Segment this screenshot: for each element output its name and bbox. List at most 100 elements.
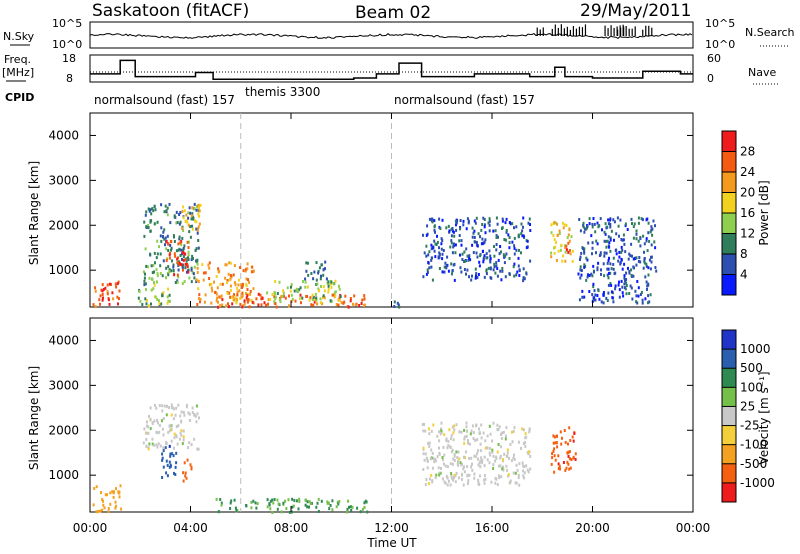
- velocity-cell: [195, 420, 198, 424]
- power-cell: [195, 208, 198, 212]
- power-cell: [423, 251, 426, 255]
- power-cell: [602, 293, 605, 296]
- velocity-cell: [107, 507, 110, 510]
- velocity-cell: [484, 477, 487, 481]
- velocity-cell: [425, 478, 428, 481]
- velocity-cell: [497, 474, 500, 478]
- power-cell: [165, 266, 168, 270]
- velocity-cell: [252, 499, 255, 503]
- velocity-cell: [185, 476, 188, 480]
- freq-unit: [MHz]: [2, 66, 34, 79]
- velocity-cell: [100, 491, 102, 495]
- power-cell: [273, 300, 276, 304]
- power-cell: [393, 300, 396, 304]
- velocity-cell: [364, 499, 367, 503]
- velocity-cell: [97, 509, 100, 513]
- velocity-cell: [494, 481, 497, 485]
- velocity-cell: [161, 476, 164, 479]
- power-cell: [101, 298, 104, 302]
- power-cell: [654, 224, 656, 228]
- power-cell: [550, 223, 553, 227]
- power-cell: [239, 297, 242, 300]
- power-cell: [176, 273, 179, 277]
- power-cell: [250, 270, 253, 274]
- power-cell: [334, 290, 337, 294]
- power-cell: [488, 229, 491, 233]
- power-cell: [594, 230, 597, 234]
- power-cell: [106, 290, 109, 294]
- velocity-cell: [197, 447, 200, 451]
- velocity-cell: [504, 434, 507, 438]
- power-cell: [497, 235, 499, 239]
- velocity-colorbar-swatch: [722, 387, 736, 407]
- power-cell: [588, 274, 591, 277]
- velocity-cell: [463, 435, 466, 439]
- power-cell: [462, 223, 465, 227]
- velocity-cell: [447, 444, 450, 448]
- power-cell: [168, 299, 171, 303]
- power-cell: [462, 219, 465, 223]
- power-cell: [427, 261, 430, 264]
- velocity-cell: [102, 499, 104, 503]
- velocity-cell: [499, 454, 502, 458]
- power-cell: [177, 242, 180, 246]
- velocity-cell: [182, 435, 185, 439]
- velocity-cell: [477, 449, 479, 453]
- velocity-cell: [280, 510, 283, 514]
- power-cell: [473, 219, 476, 223]
- power-colorbar-swatch: [722, 192, 736, 214]
- velocity-cell: [462, 467, 465, 471]
- power-cell: [155, 268, 158, 272]
- velocity-cell: [180, 433, 183, 437]
- velocity-cell: [499, 464, 502, 468]
- velocity-cell: [426, 459, 429, 463]
- velocity-cell: [161, 404, 164, 408]
- power-cell: [643, 257, 646, 261]
- power-cell: [189, 225, 192, 229]
- power-cell: [473, 236, 476, 239]
- velocity-cell: [484, 446, 487, 450]
- power-cell: [568, 239, 571, 243]
- power-cell: [583, 295, 586, 299]
- velocity-cell: [572, 456, 575, 460]
- power-cell: [307, 273, 310, 277]
- power-cell: [276, 292, 279, 295]
- power-cell: [459, 219, 462, 222]
- velocity-cell: [465, 425, 468, 429]
- velocity-colorbar-swatch: [722, 406, 736, 426]
- power-cell: [137, 296, 140, 300]
- power-cell: [322, 294, 325, 298]
- power-cell: [485, 268, 488, 272]
- velocity-cell: [298, 497, 301, 501]
- power-cell: [620, 257, 623, 261]
- power-cell: [163, 237, 166, 241]
- power-cell: [99, 294, 102, 298]
- velocity-cell: [168, 429, 171, 433]
- power-cell: [495, 234, 498, 238]
- power-cell: [196, 271, 199, 274]
- power-cell: [488, 249, 491, 253]
- velocity-cell: [473, 454, 476, 458]
- velocity-cell: [153, 419, 156, 423]
- velocity-cell: [471, 468, 474, 472]
- velocity-cell: [168, 424, 171, 428]
- power-cell: [199, 297, 202, 301]
- power-cell: [592, 282, 595, 286]
- power-ytick-label: 1000: [48, 263, 79, 277]
- power-cell: [150, 264, 153, 268]
- power-cell: [441, 239, 444, 242]
- power-cell: [598, 254, 601, 257]
- power-cell: [649, 267, 652, 271]
- power-cell: [650, 255, 653, 259]
- velocity-cell: [566, 451, 569, 455]
- power-cell: [591, 274, 594, 278]
- power-cell: [627, 257, 630, 261]
- velocity-cell: [158, 424, 161, 427]
- velocity-cell: [431, 479, 434, 483]
- velocity-cell: [463, 465, 465, 469]
- power-cell: [587, 241, 590, 245]
- power-cell: [645, 264, 648, 268]
- power-cell: [654, 266, 657, 269]
- power-cell: [162, 230, 165, 234]
